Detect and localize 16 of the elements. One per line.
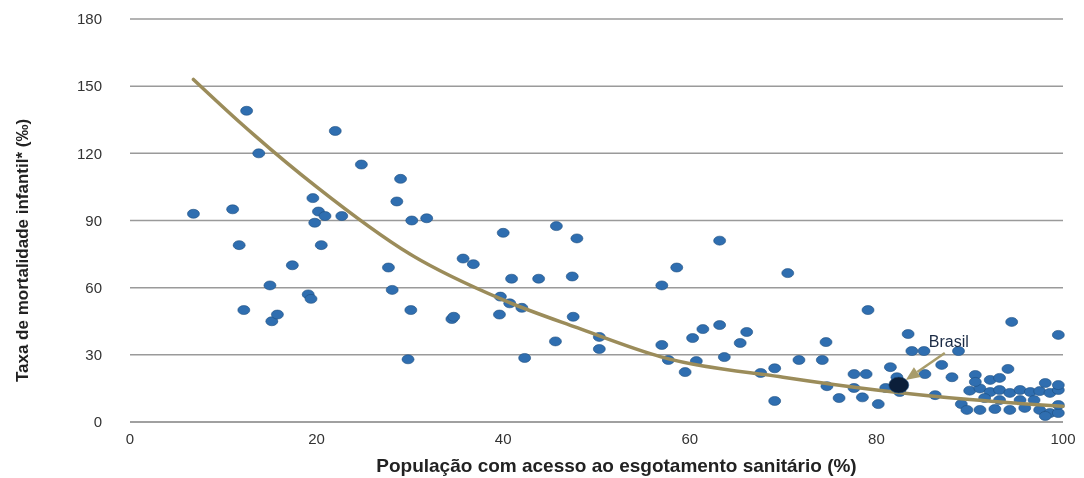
- x-tick-label: 0: [125, 430, 135, 447]
- y-tick-label: 0: [93, 413, 102, 431]
- annotation: Brasil: [928, 333, 969, 351]
- x-tick-label: 60: [681, 430, 699, 447]
- y-tick-label: 180: [76, 10, 102, 28]
- x-tick-label: 80: [868, 430, 885, 447]
- x-tick-label: 40: [494, 430, 512, 447]
- y-tick-label: 60: [85, 278, 102, 296]
- x-axis-title: População com acesso ao esgotamento sanitário (%): [376, 455, 857, 476]
- y-tick-label: 150: [76, 77, 102, 95]
- y-tick-label: 30: [85, 346, 102, 364]
- y-axis-title: Taxa de mortalidade infantil* (‰): [13, 118, 32, 383]
- y-tick-label: 90: [85, 211, 102, 229]
- x-tick-label: 20: [308, 430, 325, 447]
- x-tick-label: 100: [1050, 430, 1076, 447]
- y-tick-label: 120: [76, 144, 102, 162]
